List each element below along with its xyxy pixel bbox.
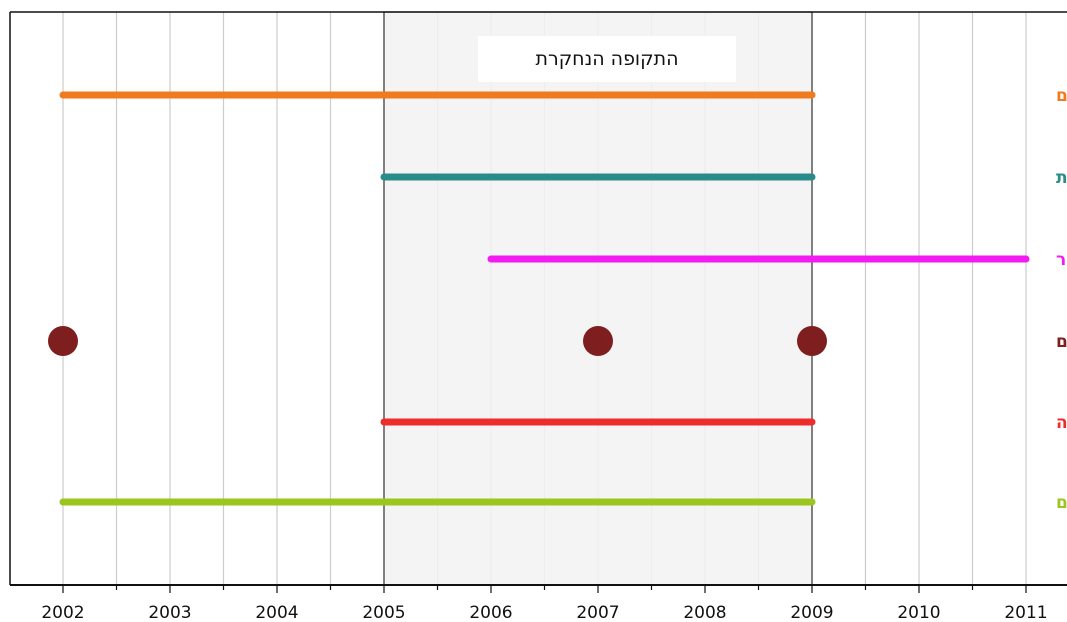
series-point	[583, 326, 613, 356]
series-label: תאונות הדרכים	[1056, 493, 1067, 513]
x-tick-label: 2011	[1004, 603, 1047, 622]
series-label: ההשקעה בכבישים	[1056, 86, 1067, 106]
x-axis: 2002 2003 2004 2005 2006 2007 2008 2009 2010 2011	[9, 11, 1067, 622]
study-period-label: התקופה הנחקרת	[535, 48, 678, 70]
x-tick-label: 2008	[683, 603, 726, 622]
x-tick-label: 2007	[576, 603, 619, 622]
x-tick-label: 2004	[255, 603, 298, 622]
study-period-label-box	[478, 36, 736, 82]
series-label: המאפיינים ההנדסיים	[1056, 332, 1067, 352]
series-point	[797, 326, 827, 356]
series-point	[48, 326, 78, 356]
series-labels: ההשקעה בכבישים האכיפה המשטרתית מזג האוויר ה…	[1056, 86, 1067, 513]
x-tick-label: 2005	[362, 603, 405, 622]
x-tick-label: 2009	[790, 603, 833, 622]
series-label: ספירות התנועה	[1056, 413, 1067, 433]
series-label: האכיפה המשטרתית	[1056, 168, 1067, 188]
x-tick-label: 2010	[897, 603, 940, 622]
x-tick-label: 2002	[41, 603, 84, 622]
x-tick-label: 2003	[148, 603, 191, 622]
series-label: מזג האוויר	[1056, 250, 1067, 270]
x-tick-label: 2006	[469, 603, 512, 622]
series-marks	[48, 91, 1030, 506]
